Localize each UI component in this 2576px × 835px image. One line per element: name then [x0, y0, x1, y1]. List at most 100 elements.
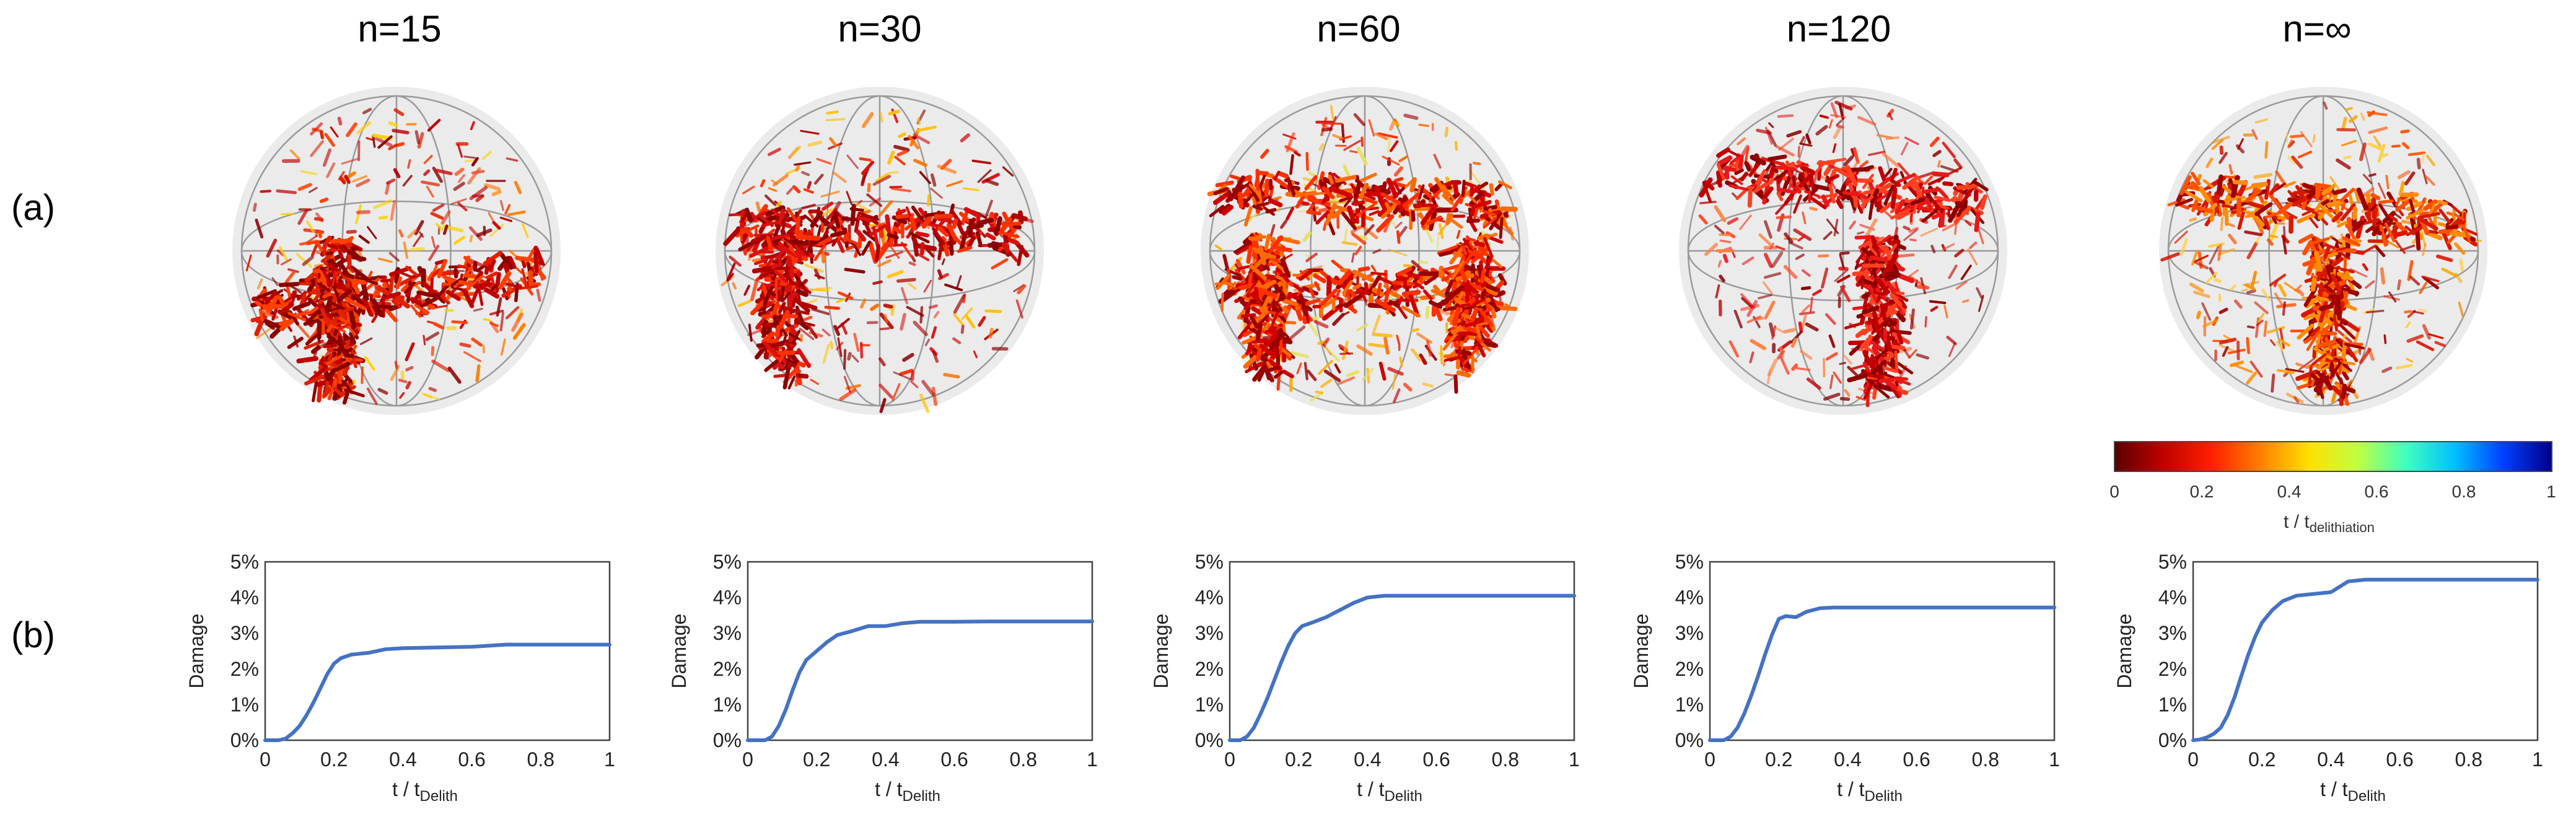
crack-segment	[494, 272, 501, 294]
crack-segment	[1444, 355, 1461, 362]
crack-segment	[1315, 210, 1330, 225]
crack-segment	[1318, 143, 1325, 151]
crack-segment	[782, 369, 791, 390]
crack-segment	[1955, 280, 1968, 290]
crack-segment	[2228, 164, 2233, 175]
crack-segment	[1839, 362, 1847, 365]
crack-segment	[1260, 309, 1269, 321]
crack-segment	[367, 225, 377, 240]
crack-segment	[1369, 210, 1380, 216]
y-axis-label: Damage	[1630, 614, 1652, 689]
crack-segment	[2379, 224, 2388, 247]
crack-segment	[1264, 234, 1271, 251]
crack-segment	[1303, 362, 1308, 380]
crack-segment	[378, 216, 388, 220]
crack-segment	[774, 201, 782, 211]
crack-segment	[821, 328, 831, 336]
crack-segment	[1298, 209, 1307, 213]
crack-segment	[1740, 293, 1756, 309]
crack-segment	[254, 318, 265, 336]
crack-segment	[856, 216, 872, 222]
crack-segment	[1356, 175, 1360, 185]
crack-segment	[1461, 313, 1472, 320]
crack-segment	[1393, 166, 1403, 177]
crack-segment	[877, 259, 892, 268]
plot-area	[264, 561, 611, 741]
crack-segment	[377, 388, 388, 395]
x-axis-label: t / tDelith	[1357, 778, 1422, 805]
crack-segment	[395, 296, 411, 309]
y-tick-label: 5%	[713, 551, 742, 573]
crack-segment	[332, 386, 344, 397]
crack-segment	[2421, 152, 2425, 164]
crack-segment	[1960, 188, 1973, 206]
x-tick-label: 1	[2049, 748, 2060, 771]
crack-segment	[462, 288, 475, 308]
crack-segment	[1800, 165, 1815, 175]
crack-segment	[1774, 326, 1785, 333]
crack-segment	[1285, 253, 1293, 259]
crack-segment	[944, 283, 963, 292]
crack-segment	[764, 359, 779, 372]
crack-segment	[799, 327, 815, 341]
crack-segment	[2419, 281, 2428, 294]
crack-segment	[1374, 299, 1396, 312]
crack-segment	[1235, 240, 1257, 255]
crack-segment	[1738, 154, 1744, 170]
crack-segment	[2241, 288, 2248, 292]
sphere-render-n30	[716, 87, 1044, 415]
crack-segment	[1793, 228, 1812, 242]
crack-segment	[994, 216, 1002, 236]
crack-segment	[1746, 315, 1762, 324]
crack-segment	[1321, 127, 1333, 132]
crack-segment	[1714, 205, 1727, 222]
crack-segment	[1953, 206, 1971, 224]
crack-segment	[1797, 146, 1800, 158]
crack-segment	[425, 331, 440, 341]
crack-segment	[1734, 168, 1744, 175]
crack-segment	[1813, 163, 1825, 175]
crack-segment	[300, 170, 317, 175]
crack-segment	[1887, 321, 1898, 328]
crack-segment	[1930, 245, 1936, 254]
crack-segment	[854, 236, 864, 258]
crack-segment	[811, 308, 830, 315]
crack-segment	[1879, 201, 1893, 214]
crack-segment	[1307, 321, 1319, 337]
crack-segment	[2183, 189, 2203, 203]
crack-segment	[1744, 160, 1751, 172]
crack-segment	[2339, 188, 2355, 203]
crack-segment	[2228, 222, 2235, 227]
crack-segment	[2417, 216, 2438, 231]
crack-segment	[932, 227, 946, 246]
crack-segment	[305, 220, 315, 234]
crack-segment	[2395, 197, 2401, 206]
crack-segment	[2269, 273, 2287, 287]
crack-segment	[1313, 273, 1326, 284]
crack-segment	[508, 256, 517, 269]
crack-segment	[1320, 378, 1333, 388]
crack-segment	[2438, 208, 2451, 224]
crack-segment	[923, 279, 932, 293]
crack-segment	[2417, 308, 2427, 313]
crack-segment	[1335, 174, 1359, 183]
crack-segment	[1375, 132, 1388, 141]
crack-segment	[1299, 293, 1308, 317]
crack-segment	[284, 270, 296, 284]
crack-segment	[908, 261, 916, 266]
crack-segment	[1954, 248, 1965, 258]
crack-segment	[1778, 138, 1794, 151]
crack-segment	[2404, 171, 2416, 186]
crack-segment	[1287, 292, 1302, 302]
crack-segment	[1724, 165, 1737, 172]
crack-segment	[919, 171, 931, 185]
crack-segment	[1729, 156, 1740, 165]
crack-segment	[2406, 357, 2414, 363]
crack-segment	[2222, 346, 2229, 357]
crack-segment	[1942, 243, 1955, 251]
crack-segment	[2336, 221, 2347, 228]
crack-segment	[1942, 141, 1956, 159]
crack-segment	[1890, 187, 1898, 209]
crack-segment	[372, 199, 392, 209]
crack-segment	[1437, 245, 1458, 255]
